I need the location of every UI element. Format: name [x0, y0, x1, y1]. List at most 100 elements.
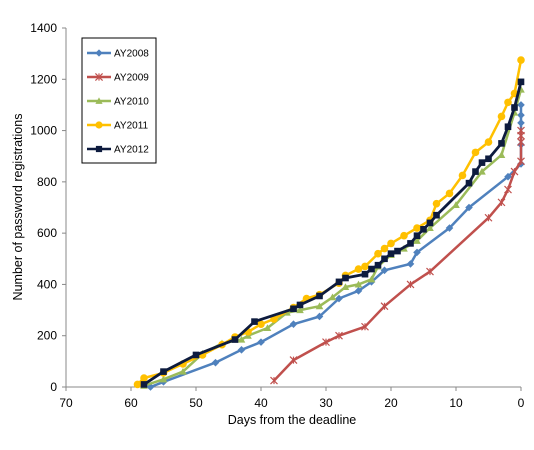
data-point-ay2009 [426, 267, 434, 276]
data-point-ay2011 [484, 138, 493, 146]
data-point-ay2011 [497, 112, 506, 121]
x-tick-label: 10 [449, 396, 463, 410]
data-point-ay2012 [433, 211, 440, 219]
data-point-ay2008 [445, 224, 454, 232]
data-point-ay2011 [257, 320, 265, 328]
data-point-ay2011 [374, 249, 382, 258]
y-tick-label: 1400 [30, 21, 57, 35]
data-point-ay2009 [289, 356, 298, 364]
data-point-ay2011 [504, 98, 512, 107]
x-axis-title: Days from the deadline [228, 413, 357, 427]
series-lines [133, 56, 525, 391]
data-point-ay2011 [413, 224, 421, 232]
legend-marker-ay2009 [94, 72, 104, 82]
series-ay2009 [270, 126, 525, 385]
data-point-ay2011 [445, 189, 454, 198]
data-point-ay2008 [354, 287, 363, 295]
legend-label-ay2012: AY2012 [114, 145, 149, 156]
data-point-ay2012 [361, 270, 369, 278]
data-point-ay2012 [192, 351, 200, 359]
data-point-ay2009 [484, 213, 493, 222]
data-point-ay2012 [335, 278, 343, 286]
data-point-ay2008 [517, 101, 525, 109]
data-point-ay2012 [387, 250, 395, 257]
data-point-ay2011 [140, 374, 148, 382]
data-point-ay2008 [380, 266, 389, 275]
data-point-ay2012 [407, 240, 414, 247]
legend-marker-ay2010 [95, 97, 103, 104]
data-point-ay2012 [517, 78, 525, 86]
data-point-ay2012 [316, 292, 323, 300]
data-point-ay2008 [289, 320, 298, 328]
data-point-ay2011 [380, 244, 389, 253]
data-point-ay2012 [504, 123, 512, 131]
data-point-ay2010 [159, 375, 168, 383]
data-point-ay2010 [341, 283, 350, 291]
data-point-ay2012 [296, 301, 304, 309]
data-point-ay2008 [413, 248, 421, 257]
series-line-ay2008 [150, 104, 523, 389]
data-point-ay2011 [354, 265, 363, 273]
series-line-ay2009 [273, 130, 523, 382]
data-point-ay2008 [315, 312, 324, 321]
x-tick-label: 70 [59, 396, 73, 410]
data-point-ay2010 [413, 237, 421, 244]
data-point-ay2011 [387, 239, 395, 248]
data-point-ay2012 [465, 179, 473, 187]
y-tick-label: 1000 [30, 124, 57, 138]
data-point-ay2012 [511, 104, 518, 111]
legend-marker-ay2008 [95, 49, 103, 57]
data-point-ay2011 [361, 262, 369, 271]
data-point-ay2011 [432, 199, 441, 208]
data-point-ay2008 [465, 203, 473, 212]
x-tick-label: 20 [384, 396, 398, 410]
data-point-ay2009 [517, 126, 525, 135]
data-point-ay2010 [426, 224, 434, 232]
series-ay2008 [146, 101, 525, 391]
y-tick-label: 0 [50, 380, 57, 394]
data-point-ay2008 [335, 294, 343, 303]
y-tick-label: 1200 [30, 72, 57, 86]
legend-label-ay2008: AY2008 [114, 49, 149, 60]
data-point-ay2009 [380, 302, 389, 311]
y-tick-label: 400 [37, 277, 57, 291]
data-point-ay2010 [497, 151, 506, 158]
data-point-ay2012 [374, 261, 382, 269]
data-point-ay2011 [517, 56, 525, 64]
data-point-ay2010 [296, 306, 304, 314]
data-point-ay2010 [354, 280, 363, 288]
legend-label-ay2009: AY2009 [114, 73, 149, 84]
legend-marker-ay2011 [95, 121, 103, 129]
data-point-ay2012 [420, 225, 427, 233]
data-point-ay2012 [160, 368, 167, 375]
data-point-ay2012 [498, 140, 505, 147]
data-point-ay2010 [478, 167, 486, 175]
y-tick-label: 200 [37, 329, 57, 343]
series-line-ay2011 [136, 59, 523, 386]
data-point-ay2009 [361, 322, 369, 331]
data-point-ay2012 [394, 247, 401, 255]
data-point-ay2009 [510, 167, 519, 176]
data-point-ay2012 [342, 274, 349, 282]
data-point-ay2012 [368, 265, 375, 273]
data-point-ay2012 [381, 255, 388, 263]
data-point-ay2009 [497, 198, 506, 207]
data-point-ay2008 [211, 358, 220, 367]
data-point-ay2011 [400, 231, 408, 240]
data-point-ay2009 [517, 138, 525, 147]
data-point-ay2010 [263, 324, 272, 332]
data-point-ay2010 [179, 367, 187, 375]
data-point-ay2011 [458, 171, 467, 180]
data-point-ay2008 [517, 111, 525, 119]
data-point-ay2011 [133, 380, 142, 389]
data-point-ay2009 [504, 185, 512, 194]
data-point-ay2012 [251, 318, 258, 325]
data-point-ay2009 [406, 280, 415, 289]
data-point-ay2009 [335, 331, 343, 340]
legend-marker-ay2012 [95, 145, 103, 153]
y-tick-label: 600 [37, 226, 57, 240]
data-point-ay2009 [270, 376, 278, 385]
series-ay2012 [140, 78, 525, 388]
